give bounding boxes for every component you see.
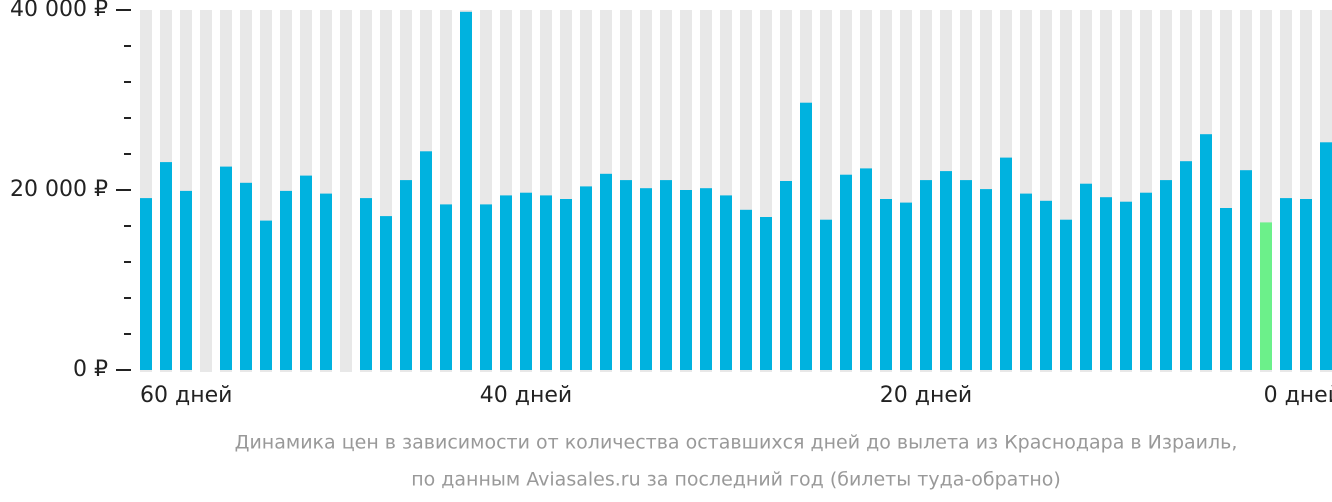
bar xyxy=(380,216,392,370)
bar xyxy=(1040,200,1052,370)
caption: Динамика цен в зависимости от количества… xyxy=(235,432,1238,454)
bar xyxy=(440,204,452,370)
bar xyxy=(860,168,872,370)
bar xyxy=(1260,222,1272,370)
bar xyxy=(800,102,812,370)
bar xyxy=(900,202,912,370)
bar xyxy=(660,180,672,370)
bar xyxy=(480,204,492,370)
bar xyxy=(880,199,892,370)
bar xyxy=(300,175,312,370)
bar xyxy=(1220,208,1232,370)
bar xyxy=(240,182,252,370)
bar xyxy=(360,198,372,370)
bar xyxy=(460,11,472,371)
bar xyxy=(280,190,292,370)
bar xyxy=(140,198,152,370)
bar xyxy=(920,180,932,370)
x-tick-label: 40 дней xyxy=(480,383,572,408)
bar xyxy=(980,189,992,370)
bar xyxy=(1160,180,1172,370)
bar xyxy=(640,188,652,370)
bar xyxy=(420,151,432,370)
bar xyxy=(740,209,752,370)
x-tick-label: 20 дней xyxy=(880,383,972,408)
y-tick-label: 0 ₽ xyxy=(73,357,108,382)
bar xyxy=(1120,201,1132,370)
bar xyxy=(700,188,712,370)
bar xyxy=(1020,193,1032,370)
bar xyxy=(160,162,172,370)
bar-background xyxy=(200,10,212,372)
bar xyxy=(180,190,192,370)
bar xyxy=(580,186,592,370)
bar xyxy=(1240,170,1252,370)
bar xyxy=(560,199,572,370)
bar xyxy=(680,190,692,370)
bar xyxy=(400,180,412,370)
bar xyxy=(1060,219,1072,370)
bar xyxy=(260,220,272,370)
bar xyxy=(760,217,772,370)
bar xyxy=(780,181,792,370)
bar xyxy=(220,166,232,370)
bar xyxy=(1300,199,1312,370)
x-tick-label: 0 дней xyxy=(1264,383,1332,408)
bar xyxy=(1320,142,1332,370)
bar xyxy=(520,192,532,370)
bar xyxy=(1200,134,1212,370)
bar xyxy=(1140,192,1152,370)
y-tick-label: 20 000 ₽ xyxy=(10,177,108,202)
x-tick-label: 60 дней xyxy=(140,383,232,408)
bar xyxy=(1100,197,1112,370)
bar xyxy=(960,180,972,370)
bar xyxy=(840,174,852,370)
bar xyxy=(1280,198,1292,370)
bar xyxy=(540,195,552,370)
bar xyxy=(1000,157,1012,370)
bar xyxy=(940,171,952,370)
bar xyxy=(1180,161,1192,370)
bar xyxy=(1080,183,1092,370)
bar xyxy=(500,195,512,370)
bar xyxy=(320,193,332,370)
bar xyxy=(820,219,832,370)
bar xyxy=(600,173,612,370)
bar-background xyxy=(340,10,352,372)
bar xyxy=(620,180,632,370)
bar xyxy=(720,195,732,370)
caption: по данным Aviasales.ru за последний год … xyxy=(411,469,1061,491)
y-tick-label: 40 000 ₽ xyxy=(10,0,108,22)
